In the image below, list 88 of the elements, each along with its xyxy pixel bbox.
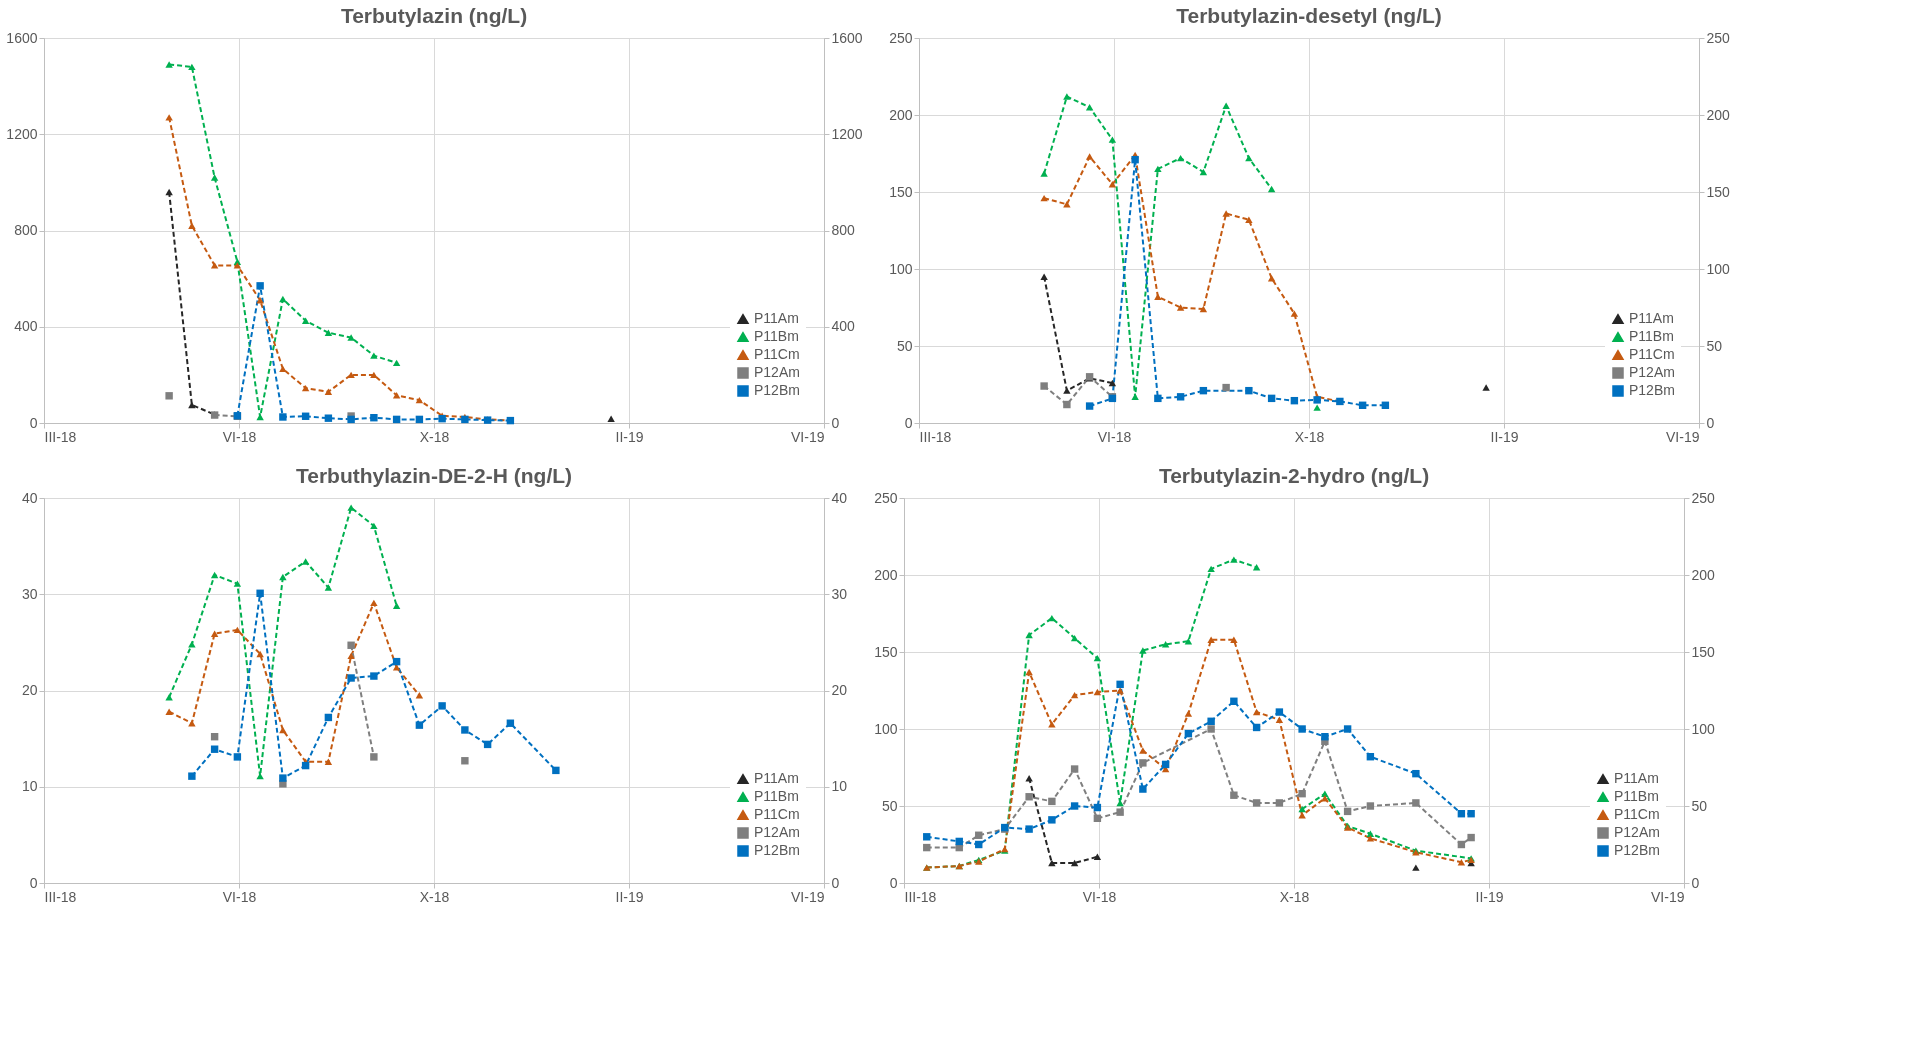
y2-tick-label: 10: [831, 778, 848, 795]
x-tick-label: X-18: [419, 428, 450, 445]
y-tick-label: 150: [874, 643, 898, 660]
y2-tick-label: 200: [1691, 566, 1716, 583]
y-tick-label: 200: [874, 566, 898, 583]
y-tick-label: 50: [896, 337, 913, 354]
legend-label: P11Bm: [754, 328, 799, 344]
chart-title: Terbutylazin (ng/L): [340, 4, 528, 27]
legend-label: P12Am: [1614, 824, 1660, 840]
legend-label: P11Bm: [1614, 788, 1659, 804]
y2-tick-label: 0: [831, 414, 840, 431]
y2-tick-label: 1200: [831, 125, 863, 142]
y-tick-label: 150: [889, 183, 913, 200]
y2-tick-label: 50: [1706, 337, 1723, 354]
x-tick-label: III-18: [44, 428, 77, 445]
legend-label: P12Bm: [754, 382, 800, 398]
legend-label: P11Bm: [1629, 328, 1674, 344]
legend-label: P12Bm: [754, 842, 800, 858]
y2-tick-label: 0: [1691, 874, 1700, 891]
legend-label: P11Am: [1614, 770, 1659, 786]
y2-tick-label: 250: [1691, 489, 1716, 506]
legend-label: P11Am: [1629, 310, 1674, 326]
x-tick-label: VI-19: [1651, 888, 1685, 905]
x-tick-label: II-19: [1490, 428, 1519, 445]
legend-label: P11Am: [754, 770, 799, 786]
x-tick-label: II-19: [1475, 888, 1504, 905]
y2-tick-label: 800: [831, 222, 856, 238]
y-tick-label: 250: [889, 29, 913, 46]
y-tick-label: 400: [14, 318, 38, 335]
x-tick-label: III-18: [904, 888, 937, 905]
y2-tick-label: 30: [831, 585, 848, 602]
x-tick-label: X-18: [419, 888, 450, 905]
y-tick-label: 0: [904, 414, 913, 431]
x-tick-label: II-19: [615, 428, 644, 445]
y2-tick-label: 100: [1706, 260, 1731, 277]
x-tick-label: VI-18: [222, 428, 257, 445]
y-tick-label: 800: [14, 222, 38, 238]
x-tick-label: VI-18: [1097, 428, 1132, 445]
y2-tick-label: 400: [831, 318, 856, 335]
y2-tick-label: 40: [831, 489, 848, 506]
y-tick-label: 200: [889, 106, 913, 123]
y2-tick-label: 200: [1706, 106, 1731, 123]
chart-title: Terbuthylazin-DE-2-H (ng/L): [295, 464, 573, 487]
y2-tick-label: 0: [1706, 414, 1715, 431]
y2-tick-label: 100: [1691, 720, 1716, 737]
y2-tick-label: 0: [831, 874, 840, 891]
x-tick-label: VI-19: [791, 428, 825, 445]
legend-label: P11Bm: [754, 788, 799, 804]
legend-label: P11Am: [754, 310, 799, 326]
legend-label: P12Am: [1629, 364, 1675, 380]
legend-label: P12Am: [754, 824, 800, 840]
x-tick-label: II-19: [615, 888, 644, 905]
x-tick-label: VI-18: [222, 888, 257, 905]
chart-title: Terbutylazin-desetyl (ng/L): [1176, 4, 1442, 27]
y-tick-label: 40: [21, 489, 38, 506]
y-tick-label: 0: [889, 874, 898, 891]
y-tick-label: 20: [21, 682, 38, 698]
x-tick-label: III-18: [919, 428, 952, 445]
x-tick-label: VI-19: [791, 888, 825, 905]
legend-label: P11Cm: [754, 806, 800, 822]
legend-label: P12Bm: [1629, 382, 1675, 398]
y-tick-label: 100: [874, 720, 898, 737]
y-tick-label: 1200: [6, 125, 38, 142]
x-tick-label: X-18: [1294, 428, 1325, 445]
chart-title: Terbutylazin-2-hydro (ng/L): [1158, 464, 1430, 487]
x-tick-label: X-18: [1279, 888, 1310, 905]
y-tick-label: 50: [881, 797, 898, 814]
y-tick-label: 0: [29, 414, 38, 431]
y-tick-label: 250: [874, 489, 898, 506]
y2-tick-label: 1600: [831, 29, 863, 46]
y2-tick-label: 150: [1691, 643, 1716, 660]
legend-label: P11Cm: [1629, 346, 1675, 362]
legend-label: P11Cm: [1614, 806, 1660, 822]
y-tick-label: 100: [889, 260, 913, 277]
y-tick-label: 10: [21, 778, 38, 795]
y-tick-label: 0: [29, 874, 38, 891]
y-tick-label: 30: [21, 585, 38, 602]
x-tick-label: VI-19: [1666, 428, 1700, 445]
legend-label: P11Cm: [754, 346, 800, 362]
y-tick-label: 1600: [6, 29, 38, 46]
x-tick-label: VI-18: [1082, 888, 1117, 905]
y2-tick-label: 20: [831, 682, 848, 698]
legend-label: P12Am: [754, 364, 800, 380]
y2-tick-label: 250: [1706, 29, 1731, 46]
legend-label: P12Bm: [1614, 842, 1660, 858]
x-tick-label: III-18: [44, 888, 77, 905]
y2-tick-label: 50: [1691, 797, 1708, 814]
y2-tick-label: 150: [1706, 183, 1731, 200]
